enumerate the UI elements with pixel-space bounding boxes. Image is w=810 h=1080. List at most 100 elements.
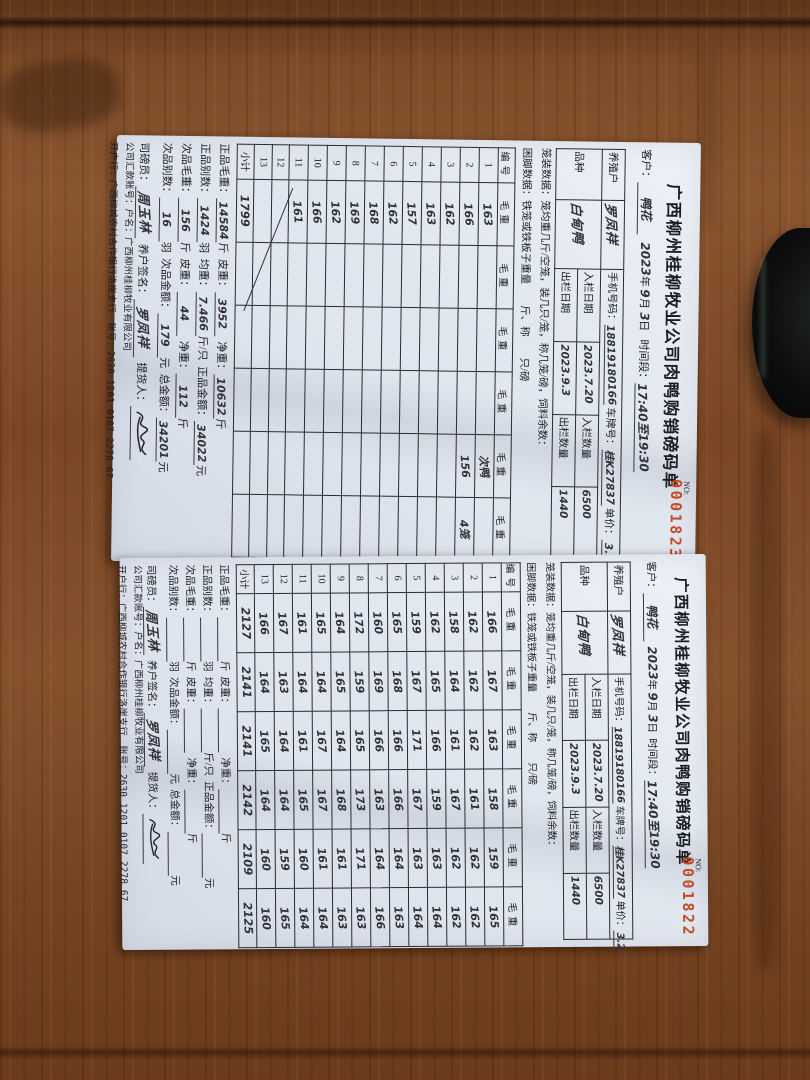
cage-number-cell: 3 [440, 146, 461, 183]
weight-cell: 4笼 [454, 497, 475, 561]
weight-cell [342, 369, 363, 433]
plate-field: 桂K27837 [600, 449, 618, 506]
cage-number-cell: 3 [444, 563, 464, 593]
avg-weight-field [200, 708, 214, 753]
weight-cell [268, 368, 287, 432]
weight-cell [321, 495, 342, 559]
weight-cell: 163 [351, 887, 372, 947]
weight-cell: 161 [332, 828, 352, 889]
pickup-label: 提货人： [134, 362, 148, 407]
weight-cell: 164 [256, 770, 276, 830]
table-row: 2 162 162 162 161 162 162 [463, 563, 486, 947]
weight-cell [343, 243, 364, 307]
weight-cell: 164 [293, 652, 313, 712]
subtotal-label-cell: 小计 [236, 564, 255, 594]
col-header-weight: 毛重 [493, 434, 512, 498]
cage-number-cell: 10 [311, 564, 331, 594]
subtotal-cell: 2142 [237, 770, 257, 830]
signatures-line: 司磅员：周玉林 养户签名：罗凤祥 提货人： [142, 565, 167, 943]
weight-cell [456, 371, 477, 435]
month-label: 月 [637, 297, 650, 310]
weight-cell: 164 [313, 888, 334, 948]
weight-cell: 166 [370, 887, 391, 947]
sub-tare-field [183, 708, 197, 753]
jin-per-bird-label: 斤/只 [201, 752, 213, 777]
weight-cell: 167 [407, 651, 427, 711]
cage-number-cell: 9 [326, 145, 347, 181]
weight-cell [380, 370, 401, 434]
subtotal-cell [235, 242, 254, 306]
cage-number-cell: 5 [406, 563, 426, 593]
col-header-no: 编号 [497, 147, 516, 184]
sub-gross-line: 次品毛重： 斤 皮重： 净重： 斤 [181, 564, 201, 942]
weight-cell: 165 [275, 888, 296, 948]
subtotal-cell [234, 305, 253, 369]
weight-cell: 164 [330, 592, 351, 653]
jin-label: 斤 [214, 418, 227, 430]
jin-per-bird-label: 斤/只 [196, 335, 209, 361]
weight-cell [419, 307, 439, 371]
weight-cell: 163 [420, 181, 441, 245]
weight-cell: 162 [463, 592, 484, 652]
good-count-field [199, 616, 214, 661]
tare-field: 3952 [214, 291, 229, 337]
weight-cell [340, 495, 361, 559]
weight-cell: 167 [483, 650, 503, 711]
cage-number-cell: 5 [402, 146, 423, 182]
weight-cell: 164 [370, 828, 390, 888]
out-date-label: 出栏日期 [553, 268, 578, 342]
customer-label: 客户： [644, 561, 656, 593]
weight-cell: 166 [458, 182, 479, 246]
breed-label-cell: 品种 [555, 148, 603, 201]
weight-cell: 160 [294, 829, 314, 889]
serial-block: NO: 0001823 [666, 479, 691, 560]
sub-net-label: 净重： [184, 757, 197, 790]
weight-cell: 162 [465, 887, 486, 947]
weight-cell [322, 432, 343, 496]
weight-cell: 162 [446, 828, 466, 888]
weight-cell [381, 307, 401, 371]
cage-number-cell: 2 [463, 563, 483, 593]
weight-cell: 161 [445, 710, 466, 770]
bank-branch-label: 开户行：广西柳城农村合作银行洛崖支行 账号： [115, 565, 127, 775]
weight-cell: 166 [254, 593, 275, 653]
weight-cell: 173 [351, 769, 371, 829]
subtotal-cell: 2127 [236, 593, 256, 653]
good-amount-field [201, 833, 215, 878]
customer-field: 鸭花 [642, 592, 662, 641]
customer-date-line: 客户：鸭花 2023年 9月 3日 时间段：17:40至19:30 [620, 149, 662, 561]
weight-cell [476, 308, 496, 372]
subtotal-label-cell: 小计 [237, 144, 255, 180]
subtotal-cell [233, 368, 252, 432]
weight-cell: 159 [484, 827, 504, 888]
good-gross-label: 正品毛重： [217, 564, 229, 617]
timeslot-label: 时间段： [645, 738, 658, 781]
weight-cell: 158 [484, 768, 504, 829]
yu-label: 羽 [167, 661, 179, 672]
sub-count-line: 次品别数： 羽 次品金额： 元 总金额： 元 [164, 565, 184, 943]
col-header-weight: 毛重 [492, 497, 511, 561]
weight-cell [251, 305, 270, 369]
weight-cell [435, 496, 456, 561]
col-header-no: 编号 [501, 562, 521, 592]
cage-number-cell: 8 [345, 145, 366, 181]
jin-label: 斤 [176, 417, 189, 429]
weight-cell: 161 [292, 593, 313, 653]
col-header-weight: 毛重 [502, 650, 522, 710]
table-row: 3 158 164 161 167 162 162 [444, 563, 467, 947]
subtotal-cell: 2125 [238, 888, 258, 948]
sub-tare-label: 皮重： [184, 676, 196, 709]
sub-amount-field: 179 [157, 313, 172, 358]
document-1: 广西柳州桂柳牧业公司肉鸭购销磅码单 NO: 0001823 客户：鸭花 2023… [103, 134, 701, 570]
weight-cell: 167 [408, 769, 428, 829]
sub-tare-field: 44 [176, 291, 192, 336]
net-label: 净重： [214, 341, 228, 375]
plate-label: 车牌号： [613, 805, 625, 846]
serial-block: NO: 0001822 [679, 856, 704, 937]
phone-plate-price-cell: 手机号码：18819180166 车牌号：桂K27837 单价：3.2 [596, 269, 624, 566]
date-day: 3 [637, 311, 652, 321]
weight-cell [398, 433, 419, 497]
in-date-label: 入栏日期 [584, 674, 609, 741]
weight-cell [379, 433, 400, 497]
